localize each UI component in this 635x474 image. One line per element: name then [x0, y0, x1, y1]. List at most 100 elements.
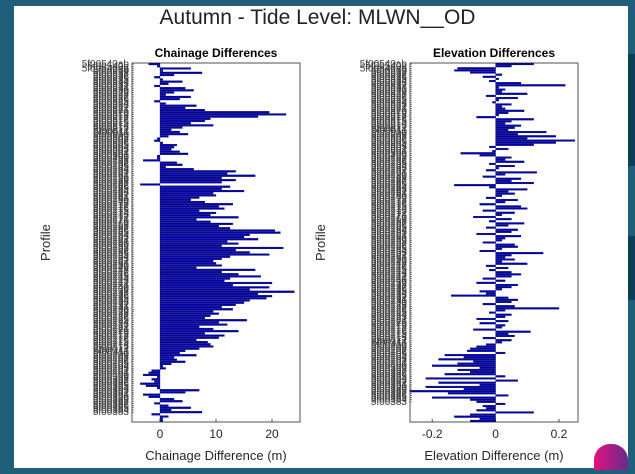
chart1-ytick-label: 5f00473	[93, 210, 130, 221]
chart1-ytick-label: 5f00475	[93, 206, 130, 217]
chart2-bar	[495, 171, 537, 174]
chart1-xtick-label: 10	[209, 427, 223, 441]
chart2-title: Elevation Differences	[433, 46, 555, 60]
chart2-ytick-label: 5f00513	[371, 121, 408, 132]
chart1-bar	[159, 347, 200, 350]
chart1-bar	[157, 376, 161, 379]
chart2-bar	[495, 235, 522, 238]
chart2-bar	[495, 326, 503, 329]
chart1-ytick-label: 5f00433	[93, 298, 130, 309]
chart1-bar	[159, 168, 194, 171]
chart2-bar	[495, 65, 512, 68]
chart2-ytick-label: 5f00517	[371, 112, 408, 123]
chart2-bar	[495, 194, 503, 197]
chart1-ytick-label: 5f00393	[93, 385, 130, 396]
chart1-ytick-label: 5f00390	[93, 392, 130, 403]
chart2-bar	[485, 169, 496, 172]
chart1-ytick-label: 5f00530	[93, 85, 130, 96]
chart2-bar	[495, 239, 503, 242]
chart1-bar	[159, 354, 197, 357]
chart2-bar	[479, 203, 496, 206]
chart1-bar	[159, 262, 217, 265]
chart2-bar	[476, 317, 496, 320]
chart2-ytick-label: 5f00507	[371, 133, 408, 144]
chart1-ytick-label: 5f00526	[93, 94, 130, 105]
chart1-ytick-label: 5f00476	[93, 204, 130, 215]
chart2-ytick-label: 5f00463	[371, 227, 408, 238]
chart2-ytick-label: 5f00475	[371, 201, 408, 212]
chart1-ytick-label: 5f00389	[93, 394, 130, 405]
chart2-ytick-label: 5f00419	[371, 320, 408, 331]
chart1-ytick-label: 5f00502	[93, 147, 130, 158]
chart1-ytick-label: 5f00462	[93, 234, 130, 245]
chart1-bar	[159, 299, 250, 302]
brand-logo	[594, 444, 628, 470]
chart2-ytick-label: 5f00396	[371, 369, 408, 380]
chart1-bar	[159, 312, 219, 315]
chart2-bar	[495, 320, 509, 323]
chart1-bar	[159, 397, 175, 401]
chart1-ytick-label: 5f00470	[93, 217, 130, 228]
chart2-bar	[479, 249, 496, 253]
chart1-ytick-label: 5f00492	[93, 169, 130, 180]
chart2-bar	[495, 298, 518, 301]
chart1-ytick-label: 5f00540a	[87, 61, 129, 72]
chart2-bar	[438, 358, 496, 361]
chart1-bar	[159, 130, 180, 134]
chart1-bar	[159, 389, 200, 392]
chart2-bar	[495, 120, 512, 123]
chart2-ytick-label: 5f00459	[371, 235, 408, 246]
chart2-ytick-label: 5f00540ab	[360, 59, 408, 70]
chart1-bar	[154, 380, 161, 383]
chart2-ytick-label: 5f00415	[371, 329, 408, 340]
chart2-bar	[476, 232, 496, 236]
chart1-ytick-label: 5f00450	[93, 260, 130, 271]
chart1-ytick-label: 5f00505	[93, 140, 130, 151]
chart1-bar	[159, 242, 239, 245]
chart2-bar	[495, 156, 512, 159]
chart1-ytick-label: 5f00406	[93, 357, 130, 368]
chart2-bar	[470, 419, 496, 422]
chart2-bar	[495, 124, 522, 127]
chart1-bar	[159, 343, 211, 346]
chart1-bar	[159, 148, 172, 151]
chart2-ytick-label: 5f00473	[371, 206, 408, 217]
chart2-bar	[495, 334, 515, 337]
chart1-xtick-label: 0	[157, 427, 164, 441]
chart2-bar	[495, 133, 518, 136]
chart1-bar	[159, 330, 239, 333]
chart1-ytick-label: 5f00426	[93, 313, 130, 324]
chart1-ytick-label: 5f00527	[93, 92, 130, 103]
chart1-bar	[159, 174, 256, 177]
chart2-bar	[451, 294, 496, 297]
chart1-ytick-label: 5f00535	[93, 74, 130, 85]
chart2-ytick-label: 5f00500	[371, 148, 408, 159]
chart1-bar	[159, 227, 231, 230]
chart2-bar	[495, 252, 544, 255]
chart2-ytick-label: 5f00489	[371, 172, 408, 183]
chart1-bar	[159, 128, 172, 131]
chart2-bar	[495, 218, 512, 221]
chart1-bar	[159, 115, 259, 118]
chart1-ytick-label: 5f00524	[93, 98, 130, 109]
chart2-bar	[495, 82, 522, 85]
chart1-ytick-label: 5f00407	[93, 355, 130, 366]
chart1-ytick-label: 5f00387	[93, 398, 130, 409]
chart2-bar	[447, 392, 496, 395]
chart2-bar	[482, 209, 496, 212]
chart1-ytick-label: 5f00449	[93, 263, 130, 274]
chart2-ytick-label: 5f00450	[371, 254, 408, 265]
chart2-bar	[432, 396, 496, 399]
chart2-bar	[495, 279, 506, 282]
chart1-ytick-label: 5f00512	[93, 125, 130, 136]
chart1-bar	[159, 345, 214, 348]
chart2-ytick-label: 5f00535	[371, 74, 408, 85]
chart2-bar	[476, 345, 496, 348]
chart2-bar	[479, 383, 496, 386]
chart1-ytick-label: 5f00484	[93, 186, 130, 197]
chart1-bar	[159, 87, 186, 90]
chart1-ytick-label: 5f00457	[93, 245, 130, 256]
chart1-ytick-label: 5f00469	[93, 219, 130, 230]
chart2-ytick-label: 5f00503	[371, 142, 408, 153]
